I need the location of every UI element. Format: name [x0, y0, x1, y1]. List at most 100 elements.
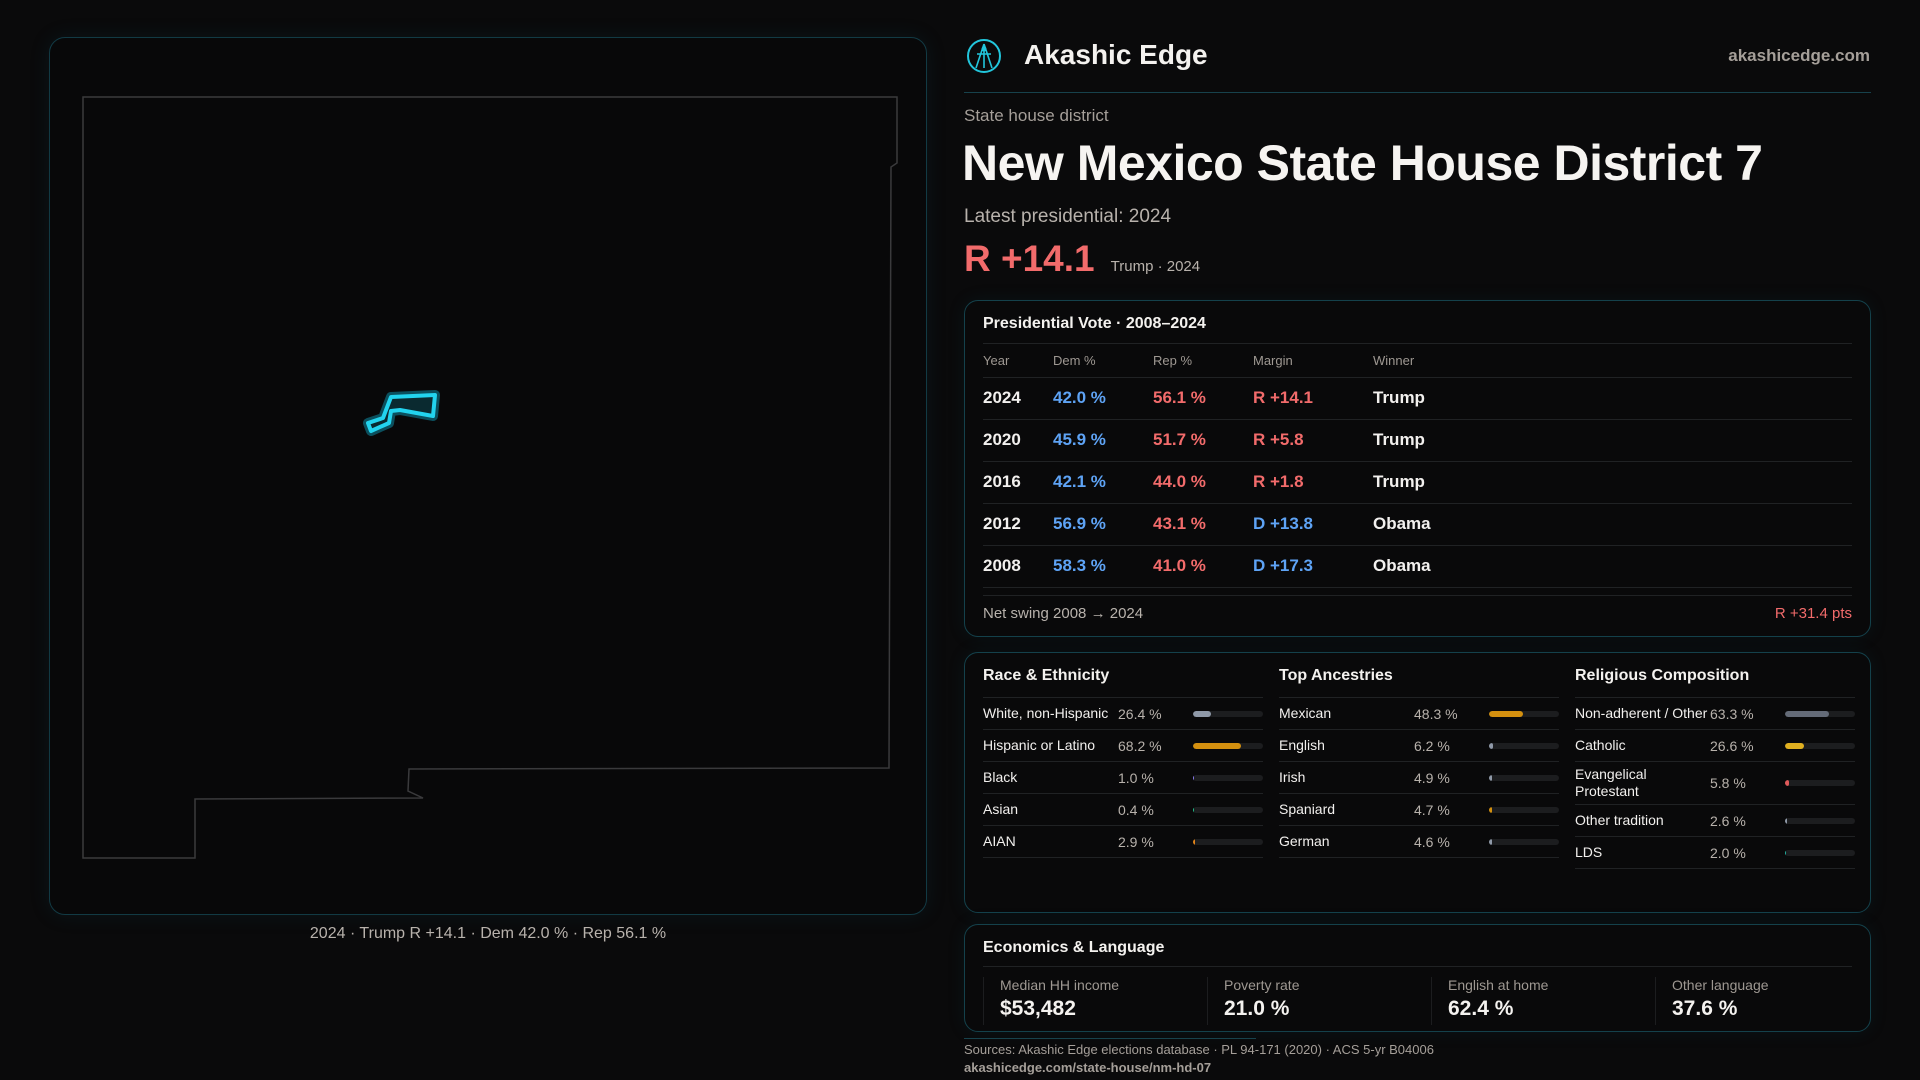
column-title: Religious Composition: [1575, 667, 1750, 684]
econ-stat: Median HH income $53,482: [983, 977, 1208, 1025]
row-label: LDS: [1575, 844, 1603, 860]
cell-year: 2008: [983, 545, 1053, 588]
demographic-row: English 6.2 %: [1279, 730, 1559, 762]
col-rep: Rep %: [1153, 345, 1253, 378]
demographic-row: German 4.6 %: [1279, 826, 1559, 858]
cell-year: 2012: [983, 503, 1053, 546]
row-value: 4.6 %: [1414, 833, 1450, 850]
cell-winner: Trump: [1373, 419, 1852, 462]
row-label: AIAN: [983, 833, 1016, 849]
share-bar-fill: [1489, 806, 1493, 813]
page-url[interactable]: akashicedge.com/state-house/nm-hd-07: [964, 1060, 1212, 1075]
cell-dem: 45.9 %: [1053, 419, 1153, 462]
share-bar: [1193, 742, 1263, 749]
headline-margin: R +14.1: [964, 238, 1095, 279]
stat-value: 21.0 %: [1224, 997, 1290, 1020]
column-title: Top Ancestries: [1279, 667, 1393, 684]
demographic-row: Catholic 26.6 %: [1575, 730, 1855, 762]
share-bar-fill: [1193, 710, 1212, 717]
row-label: Irish: [1279, 769, 1306, 785]
share-bar-fill: [1489, 742, 1494, 749]
map-caption: 2024 · Trump R +14.1 · Dem 42.0 % · Rep …: [309, 925, 667, 942]
econ-stat: English at home 62.4 %: [1431, 977, 1656, 1025]
cell-rep: 56.1 %: [1153, 377, 1253, 420]
row-value: 2.9 %: [1118, 833, 1154, 850]
akashic-logo-icon: [967, 39, 1001, 73]
row-value: 26.4 %: [1118, 705, 1162, 722]
demographic-row: Non-adherent / Other 63.3 %: [1575, 698, 1855, 730]
share-bar: [1785, 742, 1855, 749]
row-value: 6.2 %: [1414, 737, 1450, 754]
demographic-column: Top Ancestries Mexican 48.3 % English 6.2 % I…: [1279, 653, 1559, 858]
table-row: 2012 56.9 % 43.1 % D +13.8 Obama: [983, 503, 1852, 546]
cell-dem: 42.0 %: [1053, 377, 1153, 420]
share-bar-fill: [1193, 838, 1196, 845]
economics-card: Economics & Language Median HH income $53…: [964, 924, 1871, 1032]
cell-winner: Trump: [1373, 461, 1852, 504]
econ-stat: Other language 37.6 %: [1655, 977, 1880, 1025]
net-swing-value: R +31.4 pts: [1774, 605, 1852, 622]
demographic-row: Mexican 48.3 %: [1279, 698, 1559, 730]
share-bar: [1785, 849, 1855, 856]
cell-winner: Trump: [1373, 377, 1852, 420]
headline-margin-row: R +14.1 Trump · 2024: [964, 238, 1200, 280]
cell-margin: R +1.8: [1253, 461, 1373, 504]
share-bar: [1489, 710, 1559, 717]
stat-label: Poverty rate: [1224, 977, 1300, 993]
cell-margin: D +13.8: [1253, 503, 1373, 546]
cell-year: 2020: [983, 419, 1053, 462]
footer-divider: [964, 1038, 1256, 1039]
page-title: New Mexico State House District 7: [962, 135, 1763, 191]
presidential-table: Year Dem % Rep % Margin Winner 2024 42.0 …: [983, 345, 1852, 588]
row-value: 1.0 %: [1118, 769, 1154, 786]
share-bar: [1785, 780, 1855, 786]
stat-label: Median HH income: [1000, 977, 1120, 993]
share-bar-fill: [1489, 774, 1493, 781]
site-link[interactable]: akashicedge.com: [1728, 46, 1870, 65]
cell-winner: Obama: [1373, 503, 1852, 546]
stat-value: 62.4 %: [1448, 997, 1514, 1020]
row-value: 63.3 %: [1710, 705, 1754, 722]
col-margin: Margin: [1253, 345, 1373, 378]
table-row: 2024 42.0 % 56.1 % R +14.1 Trump: [983, 377, 1852, 420]
card-title: Presidential Vote · 2008–2024: [983, 315, 1206, 332]
district-map[interactable]: [50, 38, 928, 916]
district-shape[interactable]: [363, 390, 440, 436]
demographic-row: Other tradition 2.6 %: [1575, 805, 1855, 837]
stat-label: English at home: [1448, 977, 1549, 993]
share-bar: [1489, 806, 1559, 813]
share-bar-fill: [1785, 817, 1787, 824]
share-bar-fill: [1193, 806, 1195, 813]
header-divider: [964, 92, 1871, 93]
column-title: Race & Ethnicity: [983, 667, 1110, 684]
latest-presidential: Latest presidential: 2024: [964, 206, 1172, 227]
share-bar: [1193, 710, 1263, 717]
sources: Sources: Akashic Edge elections database…: [964, 1042, 1434, 1057]
map-panel[interactable]: [49, 37, 927, 915]
cell-dem: 56.9 %: [1053, 503, 1153, 546]
share-bar: [1785, 710, 1855, 717]
row-label: Hispanic or Latino: [983, 737, 1096, 753]
cell-winner: Obama: [1373, 545, 1852, 588]
share-bar-fill: [1489, 710, 1523, 717]
col-year: Year: [983, 345, 1053, 378]
row-label: Other tradition: [1575, 812, 1664, 828]
headline-margin-sub: Trump · 2024: [1110, 258, 1201, 275]
demographic-row: Spaniard 4.7 %: [1279, 794, 1559, 826]
share-bar: [1193, 806, 1263, 813]
demographic-column: Race & Ethnicity White, non-Hispanic 26.4 …: [983, 653, 1263, 858]
share-bar: [1785, 817, 1855, 824]
row-label: White, non-Hispanic: [983, 705, 1109, 721]
row-value: 68.2 %: [1118, 737, 1162, 754]
row-label: Non-adherent / Other: [1575, 705, 1708, 721]
cell-rep: 41.0 %: [1153, 545, 1253, 588]
demographic-row: Asian 0.4 %: [983, 794, 1263, 826]
share-bar-fill: [1785, 710, 1830, 717]
share-bar: [1193, 774, 1263, 781]
row-value: 2.6 %: [1710, 812, 1746, 829]
row-label: Evangelical Protestant: [1575, 766, 1647, 799]
share-bar-fill: [1785, 742, 1804, 749]
demographic-row: Black 1.0 %: [983, 762, 1263, 794]
share-bar-fill: [1489, 838, 1493, 845]
share-bar: [1193, 838, 1263, 845]
